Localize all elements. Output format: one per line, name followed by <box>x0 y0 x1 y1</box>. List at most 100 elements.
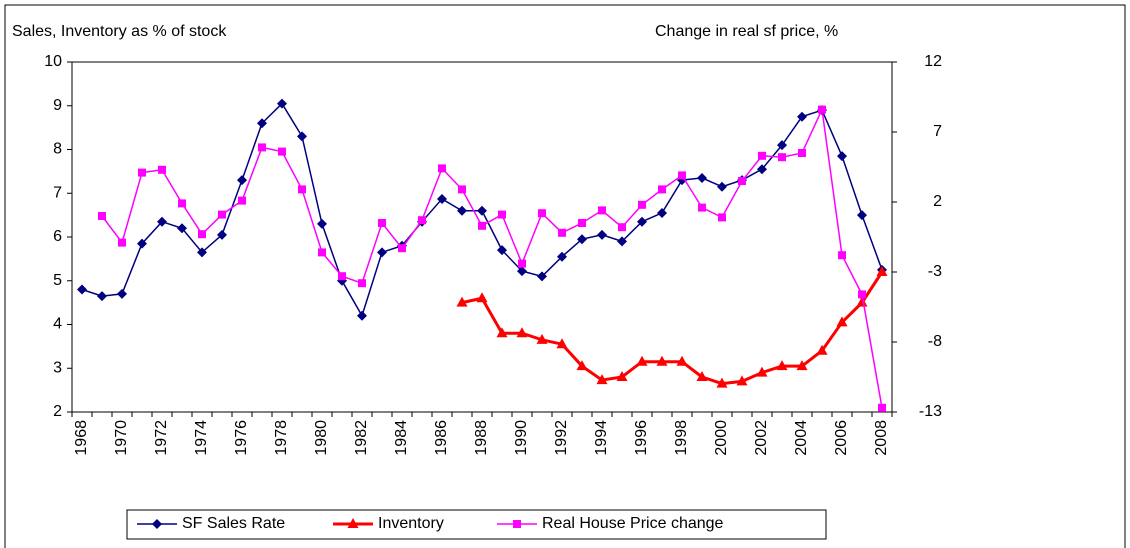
y-tick-label: 5 <box>53 272 62 289</box>
data-point <box>536 333 548 344</box>
data-point <box>537 271 547 282</box>
data-point <box>618 223 626 232</box>
data-point <box>778 153 786 162</box>
x-tick-label: 1976 <box>233 420 250 456</box>
data-point <box>317 218 327 229</box>
y2-tick-label: 12 <box>924 53 942 70</box>
legend-swatch-marker <box>152 519 162 529</box>
data-point <box>497 245 507 256</box>
data-point <box>398 244 406 253</box>
data-point <box>477 205 487 216</box>
data-point <box>218 210 226 219</box>
y2-tick-label: 7 <box>933 123 942 140</box>
y2-axis-label: Change in real sf price, % <box>655 23 838 40</box>
data-point <box>278 147 286 156</box>
data-point <box>277 98 287 109</box>
x-tick-label: 1992 <box>553 420 570 456</box>
data-point <box>578 219 586 227</box>
x-tick-label: 2008 <box>873 420 890 456</box>
data-point <box>438 164 446 173</box>
x-tick-label: 1982 <box>353 420 370 456</box>
data-point <box>738 177 746 185</box>
x-tick-label: 1980 <box>313 420 330 456</box>
x-tick-label: 2006 <box>833 420 850 456</box>
data-point <box>597 229 607 240</box>
data-point <box>698 203 706 212</box>
data-point <box>656 355 668 366</box>
data-point <box>577 234 587 245</box>
data-point <box>158 165 166 174</box>
y-tick-label: 6 <box>53 228 62 245</box>
data-point <box>816 344 828 355</box>
data-point <box>117 288 127 299</box>
data-point <box>476 292 488 303</box>
legend-label: Real House Price change <box>542 515 724 532</box>
x-tick-label: 2004 <box>793 420 810 456</box>
data-point <box>638 200 646 209</box>
x-tick-label: 1972 <box>153 420 170 456</box>
x-tick-label: 1988 <box>473 420 490 456</box>
data-point <box>837 151 847 162</box>
x-tick-label: 1998 <box>673 420 690 456</box>
data-point <box>756 366 768 377</box>
data-point <box>637 216 647 227</box>
data-point <box>876 266 888 276</box>
data-point <box>678 171 686 180</box>
data-point <box>338 272 346 281</box>
data-point <box>238 196 246 205</box>
x-tick-label: 2000 <box>713 420 730 456</box>
x-tick-label: 1978 <box>273 420 290 456</box>
data-point <box>818 105 826 114</box>
data-point <box>736 375 748 386</box>
data-point <box>718 213 726 222</box>
data-point <box>418 216 426 225</box>
legend-swatch-marker <box>513 520 521 528</box>
data-point <box>777 140 787 151</box>
y-tick-label: 8 <box>53 141 62 158</box>
data-point <box>258 143 266 152</box>
y2-tick-label: -13 <box>919 403 942 420</box>
data-point <box>357 310 367 321</box>
data-point <box>517 266 527 277</box>
y-tick-label: 4 <box>53 316 62 333</box>
data-point <box>556 338 568 349</box>
x-tick-label: 1996 <box>633 420 650 456</box>
data-point <box>237 175 247 186</box>
data-point <box>118 238 126 247</box>
data-point <box>458 185 466 194</box>
data-point <box>598 206 606 215</box>
x-tick-label: 1970 <box>113 420 130 456</box>
data-point <box>716 377 728 388</box>
data-point <box>217 229 227 240</box>
x-tick-label: 1994 <box>593 420 610 456</box>
y2-tick-label: -3 <box>928 263 942 280</box>
data-point <box>676 355 688 366</box>
data-point <box>617 236 627 247</box>
legend-box <box>126 509 827 540</box>
data-point <box>137 238 147 249</box>
y-tick-label: 7 <box>53 184 62 201</box>
data-point <box>456 296 468 307</box>
data-point <box>636 355 648 366</box>
data-point <box>858 290 866 299</box>
data-point <box>838 251 846 260</box>
data-point <box>596 374 608 385</box>
data-point <box>558 228 566 237</box>
data-point <box>856 296 868 307</box>
legend-swatch-marker <box>347 518 359 528</box>
series-line <box>101 106 883 408</box>
data-point <box>797 111 807 122</box>
data-point <box>198 230 206 239</box>
x-tick-label: 2002 <box>753 420 770 456</box>
data-point <box>478 221 486 230</box>
data-point <box>197 247 207 258</box>
plot-area <box>71 61 893 413</box>
data-point <box>657 207 667 218</box>
y-tick-label: 9 <box>53 97 62 114</box>
data-point <box>757 164 767 175</box>
data-point <box>178 199 186 208</box>
data-point <box>257 118 267 129</box>
data-point <box>377 247 387 258</box>
data-point <box>496 327 508 338</box>
